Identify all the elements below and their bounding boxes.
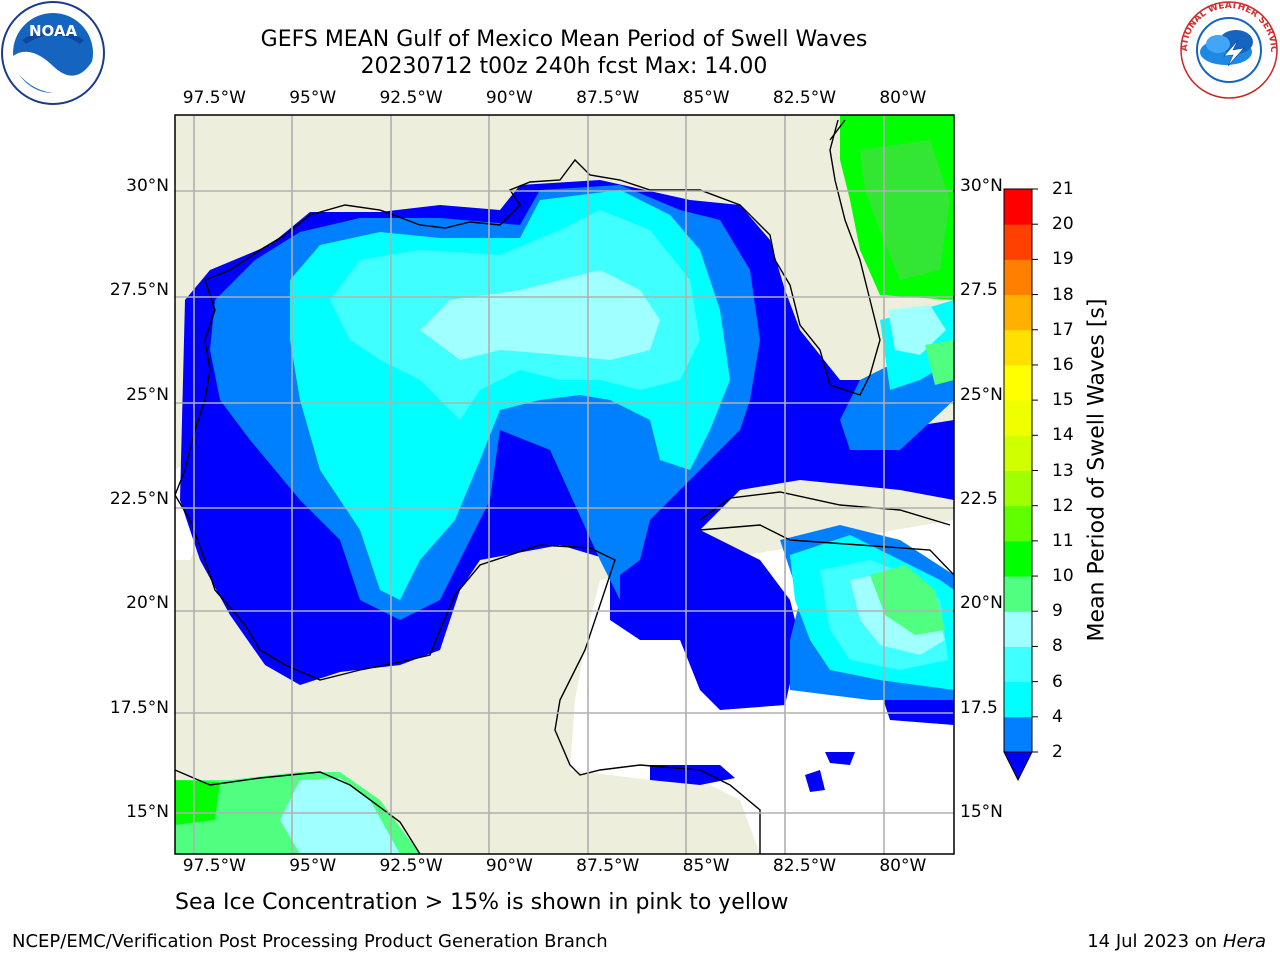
swell-9-10 (870, 565, 945, 635)
colorbar-tick-label: 11 (1052, 530, 1074, 551)
x-tick-top: 90°W (485, 88, 533, 108)
x-tick-top: 85°W (682, 88, 730, 108)
colorbar-tick-label: 14 (1052, 425, 1074, 446)
x-tick-bottom: 97.5°W (182, 856, 246, 876)
coastlines (175, 119, 954, 854)
colorbar-bin (1004, 259, 1032, 296)
sea-ice-note: Sea Ice Concentration > 15% is shown in … (175, 890, 789, 915)
chart-subtitle: 20230712 t00z 240h fcst Max: 14.00 (360, 54, 768, 79)
footer-date-text: 14 Jul 2023 on (1087, 931, 1223, 952)
x-tick-bottom: 80°W (879, 856, 927, 876)
y-tick-right: 15°N (960, 802, 1003, 823)
colorbar-tick-label: 10 (1052, 566, 1074, 587)
colorbar-bin (1004, 681, 1032, 718)
colorbar-bin (1004, 364, 1032, 401)
chart-title: GEFS MEAN Gulf of Mexico Mean Period of … (260, 27, 868, 52)
x-tick-bottom: 90°W (485, 856, 533, 876)
y-tick-right: 17.5 (960, 697, 998, 718)
y-tick-left: 27.5°N (109, 280, 169, 301)
colorbar-tick-label: 21 (1052, 179, 1074, 199)
y-tick-left: 15°N (126, 802, 169, 823)
y-tick-right: 30°N (960, 175, 1003, 196)
map-frame (174, 114, 955, 855)
swell-8-9 (420, 270, 660, 360)
y-tick-left: 25°N (126, 384, 169, 405)
y-tick-left: 22.5°N (109, 489, 169, 510)
colorbar-bin (1004, 435, 1032, 471)
colorbar-extend-arrow (1003, 751, 1033, 782)
y-tick-right: 22.5 (960, 489, 998, 510)
x-tick-bottom: 92.5°W (379, 856, 443, 876)
x-tick-bottom: 82.5°W (772, 856, 837, 876)
colorbar-bin (1004, 611, 1032, 647)
colorbar-tick-label: 16 (1052, 354, 1074, 375)
colorbar-tick-label: 20 (1052, 214, 1074, 235)
colorbar-bin (1004, 294, 1032, 331)
noaa-logo: NOAA (1, 1, 105, 105)
colorbar-bin (1004, 329, 1032, 366)
colorbar-bin (1004, 716, 1032, 753)
colorbar-tick-label: 4 (1052, 706, 1063, 727)
colorbar-tick-label: 19 (1052, 249, 1074, 270)
noaa-logo-text: NOAA (29, 22, 78, 40)
y-tick-right: 20°N (960, 593, 1003, 614)
x-tick-top: 80°W (879, 88, 927, 108)
x-tick-bottom: 85°W (682, 856, 730, 876)
footer-date: 14 Jul 2023 on Hera (1087, 931, 1266, 952)
x-tick-top: 87.5°W (576, 88, 640, 108)
colorbar-bin (1004, 400, 1032, 436)
footer-credit: NCEP/EMC/Verification Post Processing Pr… (12, 931, 608, 952)
colorbar-bin (1004, 505, 1032, 542)
colorbar-tick-label: 17 (1052, 319, 1074, 340)
colorbar-bin (1004, 646, 1032, 683)
y-tick-left: 20°N (126, 593, 169, 614)
y-tick-right: 25°N (960, 384, 1003, 405)
y-tick-left: 17.5°N (109, 697, 169, 718)
x-tick-top: 97.5°W (182, 88, 246, 108)
x-tick-top: 95°W (289, 88, 337, 108)
colorbar-bin (1004, 189, 1032, 225)
footer-host: Hera (1222, 931, 1266, 952)
gridlines (175, 115, 954, 854)
y-tick-right: 27.5 (960, 280, 998, 301)
x-tick-top: 82.5°W (772, 88, 837, 108)
colorbar-tick-label: 18 (1052, 284, 1074, 305)
x-tick-bottom: 87.5°W (576, 856, 640, 876)
colorbar-bin (1004, 224, 1032, 260)
colorbar-tick-label: 2 (1052, 742, 1063, 762)
x-tick-top: 92.5°W (379, 88, 443, 108)
colorbar-tick-label: 9 (1052, 601, 1063, 622)
colorbar-bin (1004, 470, 1032, 507)
colorbar-bin (1004, 540, 1032, 577)
colorbar-tick-label: 6 (1052, 671, 1063, 692)
colorbar-tick-label: 8 (1052, 636, 1063, 657)
colorbar-label: Mean Period of Swell Waves [s] (1084, 298, 1110, 642)
y-tick-left: 30°N (126, 175, 169, 196)
colorbar-tick-label: 13 (1052, 460, 1074, 481)
x-tick-bottom: 95°W (289, 856, 337, 876)
colorbar-bin (1004, 576, 1032, 612)
colorbar-tick-label: 12 (1052, 495, 1074, 516)
colorbar-tick-label: 15 (1052, 390, 1074, 411)
colorbar (1003, 188, 1038, 782)
nws-logo: NATIONAL WEATHER SERVICE (1178, 0, 1278, 99)
